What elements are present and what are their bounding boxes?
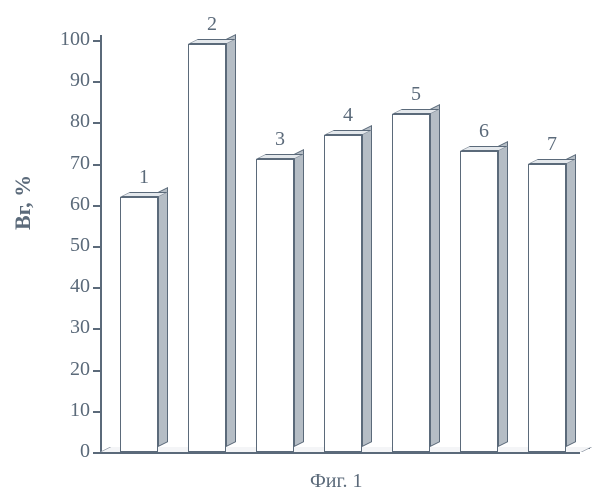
bar-front [256,159,294,452]
y-tick-label: 70 [45,152,90,175]
bar-label: 3 [251,128,309,151]
y-tick [93,205,100,207]
bar-front [528,164,566,452]
bar-front [460,151,498,452]
y-tick-label: 80 [45,110,90,133]
bar-side [158,187,168,447]
y-tick-label: 10 [45,399,90,422]
figure-container: Bг, % 0 10 20 30 40 50 60 70 80 90 100 1 2 34567 Фиг.… [0,0,598,500]
x-axis-front [100,452,580,454]
y-tick-label: 30 [45,316,90,339]
bar-side [498,141,508,447]
y-tick [93,246,100,248]
bar-label: 6 [455,120,513,143]
y-tick-label: 90 [45,69,90,92]
bar-side [566,154,576,447]
bar-front [392,114,430,452]
y-tick [93,370,100,372]
bar-label: 2 [183,13,241,36]
figure-caption: Фиг. 1 [310,470,362,493]
bar-label: 4 [319,104,377,127]
bar-side [226,34,236,447]
y-axis-label: Bг, % [10,175,36,230]
y-tick [93,81,100,83]
bar-side [430,104,440,447]
y-tick-label: 100 [45,28,90,51]
y-tick [93,122,100,124]
y-tick [93,328,100,330]
bar-side [362,125,372,447]
y-tick-label: 20 [45,358,90,381]
y-axis [100,35,102,452]
y-tick [93,452,100,454]
y-tick [93,287,100,289]
y-tick-label: 40 [45,275,90,298]
y-tick-label: 0 [45,440,90,463]
bar-label: 5 [387,83,445,106]
y-tick-label: 50 [45,234,90,257]
y-tick [93,411,100,413]
y-tick-label: 60 [45,193,90,216]
bar-label: 7 [523,133,581,156]
y-tick [93,40,100,42]
bar-side [294,149,304,447]
y-tick [93,164,100,166]
bar-label: 1 [115,166,173,189]
bar-front [188,44,226,452]
y-axis-text: Bг, % [10,175,35,230]
bar-front [324,135,362,452]
bar-front [120,197,158,452]
